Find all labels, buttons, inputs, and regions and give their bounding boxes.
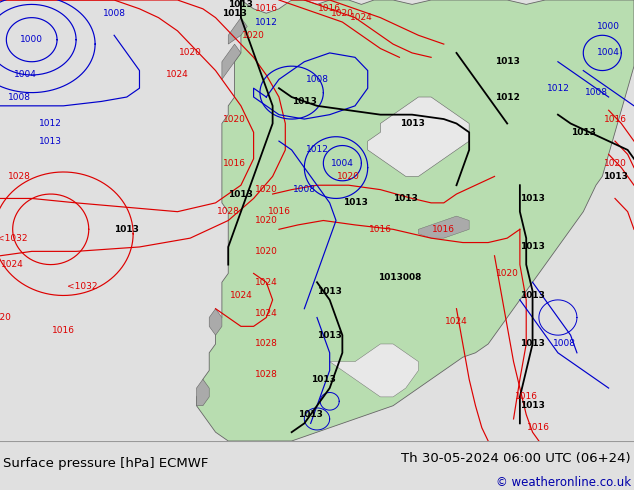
Text: 1016: 1016: [432, 225, 455, 234]
Text: 1016: 1016: [223, 159, 246, 168]
Text: 1012: 1012: [547, 84, 569, 93]
Text: <1032: <1032: [0, 234, 28, 243]
Text: 1013008: 1013008: [378, 273, 421, 282]
Text: <1032: <1032: [67, 282, 98, 291]
Text: 1016: 1016: [369, 225, 392, 234]
Text: 1008: 1008: [553, 340, 576, 348]
Text: 1016: 1016: [318, 4, 341, 13]
Text: © weatheronline.co.uk: © weatheronline.co.uk: [496, 476, 631, 489]
Polygon shape: [197, 0, 634, 441]
Text: 1016: 1016: [52, 326, 75, 335]
Polygon shape: [228, 18, 247, 44]
Text: 1004: 1004: [14, 71, 37, 79]
Polygon shape: [222, 44, 241, 79]
Text: 1008: 1008: [585, 88, 607, 97]
Text: 1020: 1020: [255, 185, 278, 194]
Text: 1013: 1013: [39, 137, 62, 146]
Text: 1020: 1020: [0, 313, 11, 322]
Text: 1013: 1013: [571, 128, 596, 137]
Text: 1013: 1013: [228, 0, 254, 9]
Text: 1020: 1020: [223, 115, 246, 123]
Text: 1013: 1013: [520, 291, 545, 300]
Text: 1013: 1013: [393, 194, 418, 203]
Text: 1016: 1016: [268, 207, 290, 216]
Polygon shape: [368, 97, 469, 176]
Text: 1013: 1013: [520, 194, 545, 203]
Text: 1024: 1024: [350, 13, 373, 22]
Text: 1020: 1020: [179, 49, 202, 57]
Text: 1020: 1020: [255, 247, 278, 256]
Text: 1013: 1013: [311, 375, 336, 384]
Text: 1028: 1028: [255, 340, 278, 348]
Text: 1013: 1013: [292, 97, 317, 106]
Text: 1020: 1020: [496, 269, 519, 278]
Text: 1020: 1020: [331, 9, 354, 18]
Text: 1008: 1008: [103, 9, 126, 18]
Text: 1028: 1028: [255, 370, 278, 379]
Text: 1016: 1016: [527, 423, 550, 432]
Text: 1008: 1008: [293, 185, 316, 194]
Text: 1012: 1012: [255, 18, 278, 26]
Text: 1024: 1024: [1, 260, 24, 269]
Text: 1024: 1024: [255, 309, 278, 318]
Text: 1013: 1013: [520, 401, 545, 410]
Text: 1013: 1013: [317, 331, 342, 340]
Text: 1016: 1016: [604, 115, 626, 123]
Text: 1013: 1013: [317, 287, 342, 295]
Text: 1013: 1013: [520, 243, 545, 251]
Text: 1013: 1013: [298, 410, 323, 419]
Polygon shape: [209, 309, 222, 335]
Text: 1028: 1028: [8, 172, 30, 181]
Text: 1013: 1013: [222, 9, 247, 18]
Text: 1004: 1004: [331, 159, 354, 168]
Text: 1028: 1028: [217, 207, 240, 216]
Text: Th 30-05-2024 06:00 UTC (06+24): Th 30-05-2024 06:00 UTC (06+24): [401, 452, 631, 465]
Text: 1013: 1013: [228, 190, 254, 198]
Text: 1012: 1012: [39, 119, 62, 128]
Text: 1016: 1016: [255, 4, 278, 13]
Text: 1013: 1013: [114, 225, 139, 234]
Text: 1024: 1024: [255, 278, 278, 287]
Text: 1013: 1013: [342, 198, 368, 207]
Polygon shape: [330, 344, 418, 397]
Text: 1013: 1013: [520, 340, 545, 348]
Text: 1020: 1020: [337, 172, 360, 181]
Text: 1020: 1020: [604, 159, 626, 168]
Text: 1000: 1000: [597, 22, 620, 31]
Text: 1024: 1024: [166, 71, 189, 79]
Text: 1008: 1008: [306, 75, 328, 84]
Text: 1013: 1013: [602, 172, 628, 181]
Text: 1024: 1024: [445, 318, 468, 326]
Polygon shape: [197, 379, 209, 406]
Text: 1000: 1000: [20, 35, 43, 44]
Text: 1012: 1012: [495, 93, 520, 101]
Text: 1020: 1020: [242, 31, 265, 40]
Text: 1020: 1020: [255, 216, 278, 225]
Text: 1013: 1013: [399, 119, 425, 128]
Text: 1016: 1016: [515, 392, 538, 401]
Text: 1024: 1024: [230, 291, 252, 300]
Text: 1012: 1012: [306, 146, 328, 154]
Text: 1004: 1004: [597, 49, 620, 57]
Text: Surface pressure [hPa] ECMWF: Surface pressure [hPa] ECMWF: [3, 457, 209, 469]
Polygon shape: [418, 216, 469, 238]
Text: 1013: 1013: [495, 57, 520, 66]
Text: 1008: 1008: [8, 93, 30, 101]
